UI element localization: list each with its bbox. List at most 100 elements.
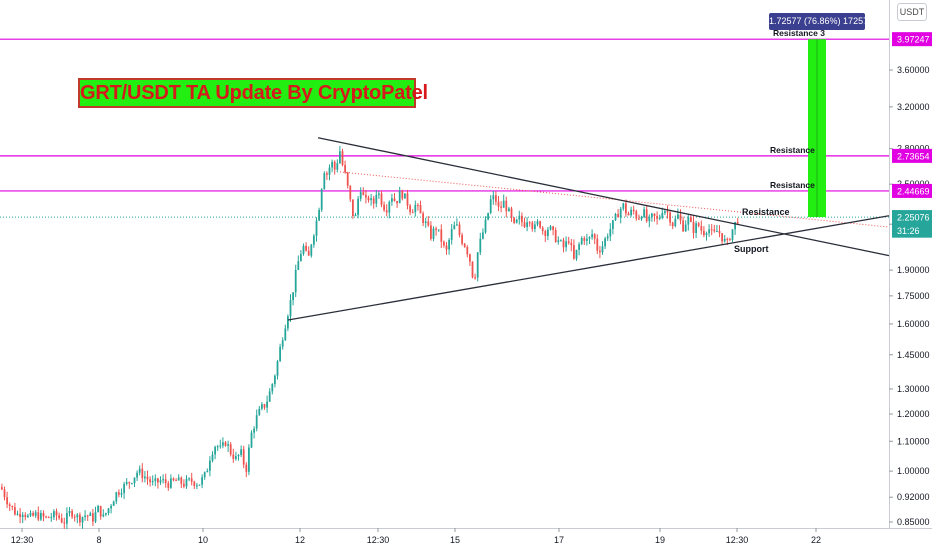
candle: [502, 194, 505, 208]
candle: [630, 206, 632, 217]
x-tick-label: 19: [655, 535, 665, 545]
candle: [523, 217, 526, 229]
candle-body: [645, 209, 648, 222]
candle: [250, 430, 253, 449]
candle-body: [37, 512, 40, 520]
candle: [245, 462, 248, 478]
candle-body: [242, 449, 245, 465]
candle-body: [159, 480, 162, 483]
candle-body: [606, 236, 609, 239]
candle-body: [133, 477, 136, 484]
candle-body: [3, 489, 6, 498]
candle: [125, 478, 128, 486]
candle-body: [435, 228, 437, 230]
candle-body: [149, 479, 151, 483]
candle-body: [131, 483, 133, 485]
candle: [398, 186, 401, 204]
candle: [307, 246, 310, 256]
candle-body: [219, 445, 222, 447]
candle: [45, 515, 47, 519]
candle: [177, 474, 180, 481]
candle-body: [99, 505, 102, 517]
candle-body: [105, 513, 107, 515]
currency-selector[interactable]: USDT: [897, 3, 927, 21]
candle-body: [604, 238, 606, 247]
y-tick-label: 1.45000: [897, 350, 930, 360]
candle: [627, 211, 630, 216]
candle: [471, 261, 474, 279]
candle: [60, 513, 63, 524]
candle-body: [502, 200, 505, 208]
candle-body: [422, 213, 424, 223]
candle-body: [175, 480, 177, 482]
candle: [645, 204, 648, 223]
candle: [437, 229, 440, 232]
candle-body: [653, 213, 656, 216]
candle: [731, 229, 734, 243]
candle: [146, 470, 149, 485]
candle-body: [16, 513, 19, 515]
candle-body: [666, 211, 669, 213]
candle-body: [700, 225, 703, 231]
x-tick-label: 10: [198, 535, 208, 545]
candle-body: [232, 454, 235, 459]
candle-body: [349, 185, 352, 200]
y-tick-label: 0.85000: [897, 517, 930, 527]
candle: [497, 196, 500, 212]
candle-body: [388, 201, 391, 213]
candle: [684, 220, 687, 232]
candle-body: [198, 484, 201, 486]
candle-body: [575, 249, 578, 259]
candle: [687, 214, 690, 231]
candle-body: [612, 220, 614, 229]
candle: [305, 242, 307, 252]
resistance-annotation: Resistance: [742, 207, 790, 217]
candle-body: [266, 401, 268, 408]
candle-body: [463, 243, 466, 247]
candle-body: [544, 231, 547, 236]
candle: [84, 510, 86, 521]
candle: [432, 226, 435, 242]
candle: [567, 236, 570, 245]
candle: [58, 512, 60, 520]
candle-body: [8, 504, 11, 507]
candle: [528, 221, 531, 227]
candle-body: [703, 230, 705, 236]
candle-body: [362, 192, 365, 195]
candle: [666, 205, 669, 219]
candle: [396, 200, 398, 208]
candle: [632, 205, 635, 215]
candle: [679, 209, 682, 225]
candle-body: [406, 193, 409, 206]
candle-body: [307, 250, 310, 256]
candle: [274, 374, 276, 388]
candle: [411, 209, 414, 214]
candle: [266, 395, 268, 413]
candle: [203, 471, 206, 480]
candle-body: [617, 213, 619, 218]
candle-body: [432, 228, 435, 239]
candle-body: [495, 195, 497, 202]
candle: [664, 209, 666, 216]
candle: [388, 200, 391, 219]
candle: [606, 233, 609, 241]
candle: [164, 473, 167, 488]
candle-body: [671, 222, 674, 227]
candle-body: [287, 316, 289, 329]
candle-body: [445, 245, 448, 250]
candle-body: [73, 516, 76, 518]
x-tick-label: 12: [295, 535, 305, 545]
candle: [703, 226, 705, 238]
candle-body: [141, 468, 144, 479]
candle: [110, 503, 112, 514]
candle-body: [81, 517, 84, 523]
candle: [669, 209, 671, 227]
candle-body: [380, 193, 383, 205]
candle-body: [24, 514, 27, 517]
candle: [328, 164, 331, 181]
candle: [284, 324, 287, 341]
candle-body: [167, 483, 170, 488]
candle: [263, 403, 266, 410]
